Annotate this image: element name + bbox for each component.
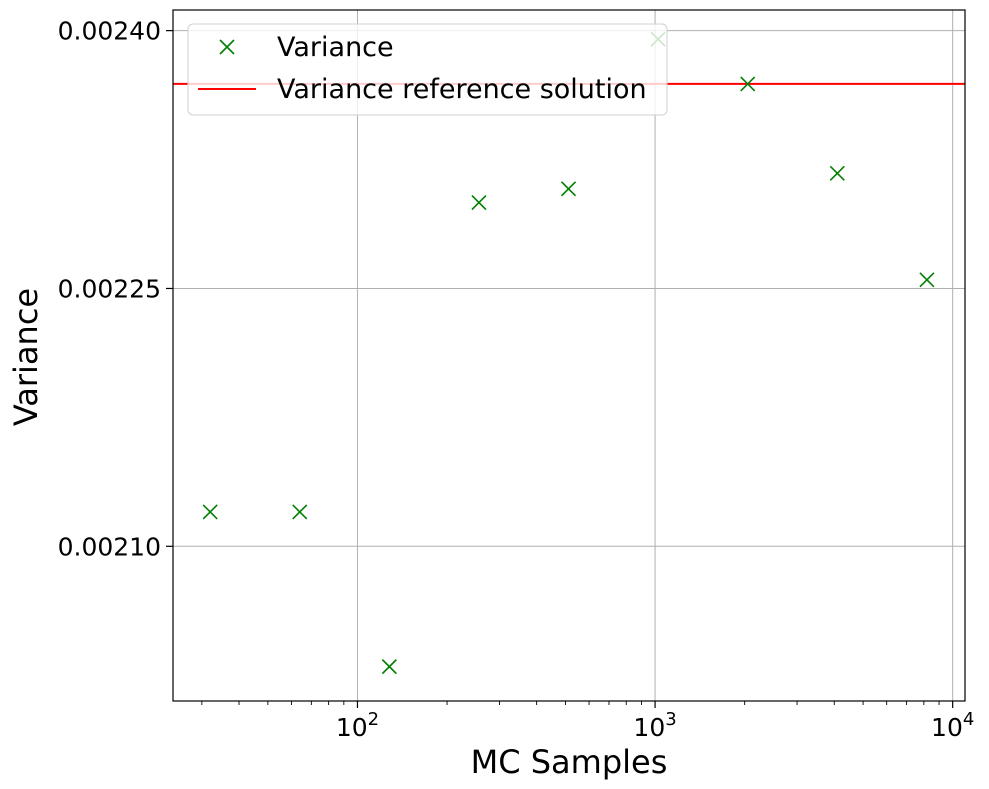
x-tick-label-base: 10: [336, 713, 368, 742]
x-tick-label: 103: [633, 709, 676, 742]
plot-area: [172, 9, 966, 702]
legend-marker-variance: [219, 39, 235, 55]
data-point-stroke: [919, 272, 935, 288]
y-tick-label: 0.00225: [58, 274, 161, 303]
y-tick-label: 0.00240: [58, 17, 161, 46]
data-point: [919, 272, 935, 288]
data-point: [740, 76, 756, 92]
y-axis-label: Variance: [7, 288, 45, 426]
data-point: [202, 504, 218, 520]
y-tick-label: 0.00210: [58, 532, 161, 561]
data-point-stroke: [381, 659, 397, 675]
x-axis-label: MC Samples: [471, 743, 668, 781]
x-axis: 102 103 104: [336, 701, 974, 742]
data-point-stroke: [471, 194, 487, 211]
x-tick-label-base: 10: [931, 713, 963, 742]
x-tick-label-exponent: 3: [665, 709, 676, 730]
x-tick-label: 102: [336, 709, 379, 742]
y-axis: 0.00210 0.00225 0.00240: [58, 17, 173, 561]
data-point-stroke: [292, 504, 308, 520]
legend-label-variance: Variance: [277, 32, 394, 63]
data-point: [292, 504, 308, 520]
data-point: [560, 181, 577, 197]
data-point-stroke: [829, 165, 845, 181]
data-markers: [202, 31, 935, 675]
data-point: [381, 659, 397, 675]
data-point: [829, 165, 845, 181]
legend-label-reference: Variance reference solution: [277, 74, 647, 105]
legend: Variance Variance reference solution: [187, 23, 668, 116]
data-point-stroke: [740, 76, 756, 92]
minor-ticks: [201, 701, 940, 705]
data-point: [471, 194, 487, 211]
data-point-stroke: [202, 504, 218, 520]
legend-box: [187, 23, 668, 116]
x-tick-label-base: 10: [633, 713, 665, 742]
x-tick-label-exponent: 4: [963, 709, 974, 730]
x-tick-label: 104: [931, 709, 974, 742]
x-tick-label-exponent: 2: [368, 709, 379, 730]
data-point-stroke: [560, 181, 577, 197]
